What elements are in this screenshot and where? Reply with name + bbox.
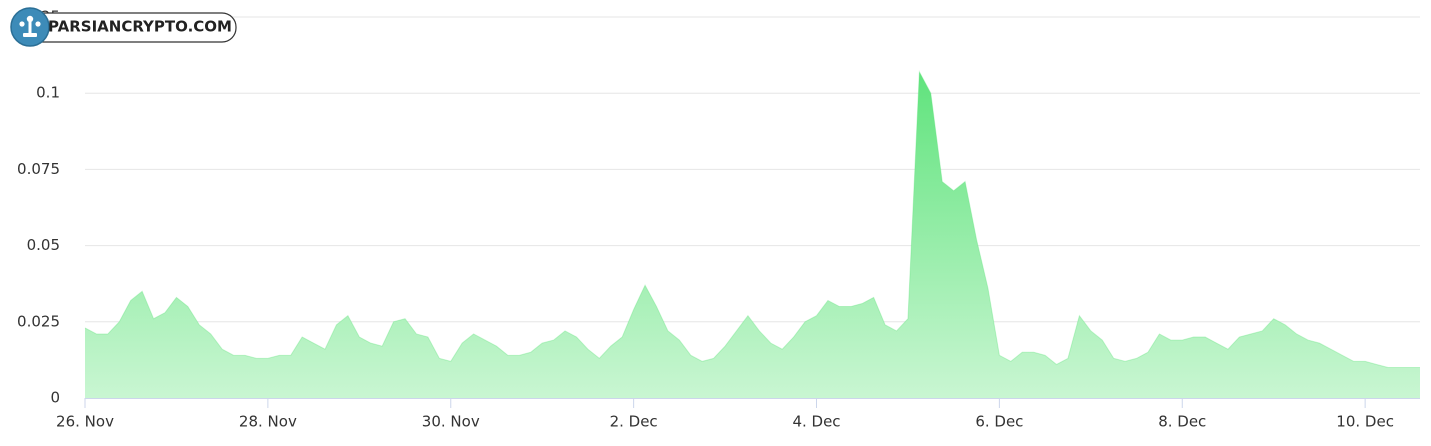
x-tick-label: 10. Dec: [1336, 413, 1394, 431]
area-edge: [84, 70, 1420, 369]
logo: PARSIANCRYPTO.COM: [10, 7, 237, 47]
x-tick-label: 28. Nov: [239, 413, 297, 431]
y-tick-label: 0.025: [17, 312, 60, 330]
y-tick-label: 0: [50, 389, 60, 407]
x-tick-label: 30. Nov: [422, 413, 480, 431]
x-tick-label: 26. Nov: [56, 413, 114, 431]
y-tick-label: 0.075: [17, 160, 60, 178]
x-tick-label: 8. Dec: [1158, 413, 1206, 431]
watermark: PARSIANCRYPTO.COM: [48, 18, 232, 36]
x-tick-label: 6. Dec: [975, 413, 1023, 431]
y-tick-label: 0.05: [27, 236, 60, 254]
y-tick-label: 0.1: [36, 84, 60, 102]
x-tick-label: 4. Dec: [792, 413, 840, 431]
area: [85, 71, 1420, 399]
logo-icon: [19, 15, 41, 37]
x-tick-label: 2. Dec: [610, 413, 658, 431]
